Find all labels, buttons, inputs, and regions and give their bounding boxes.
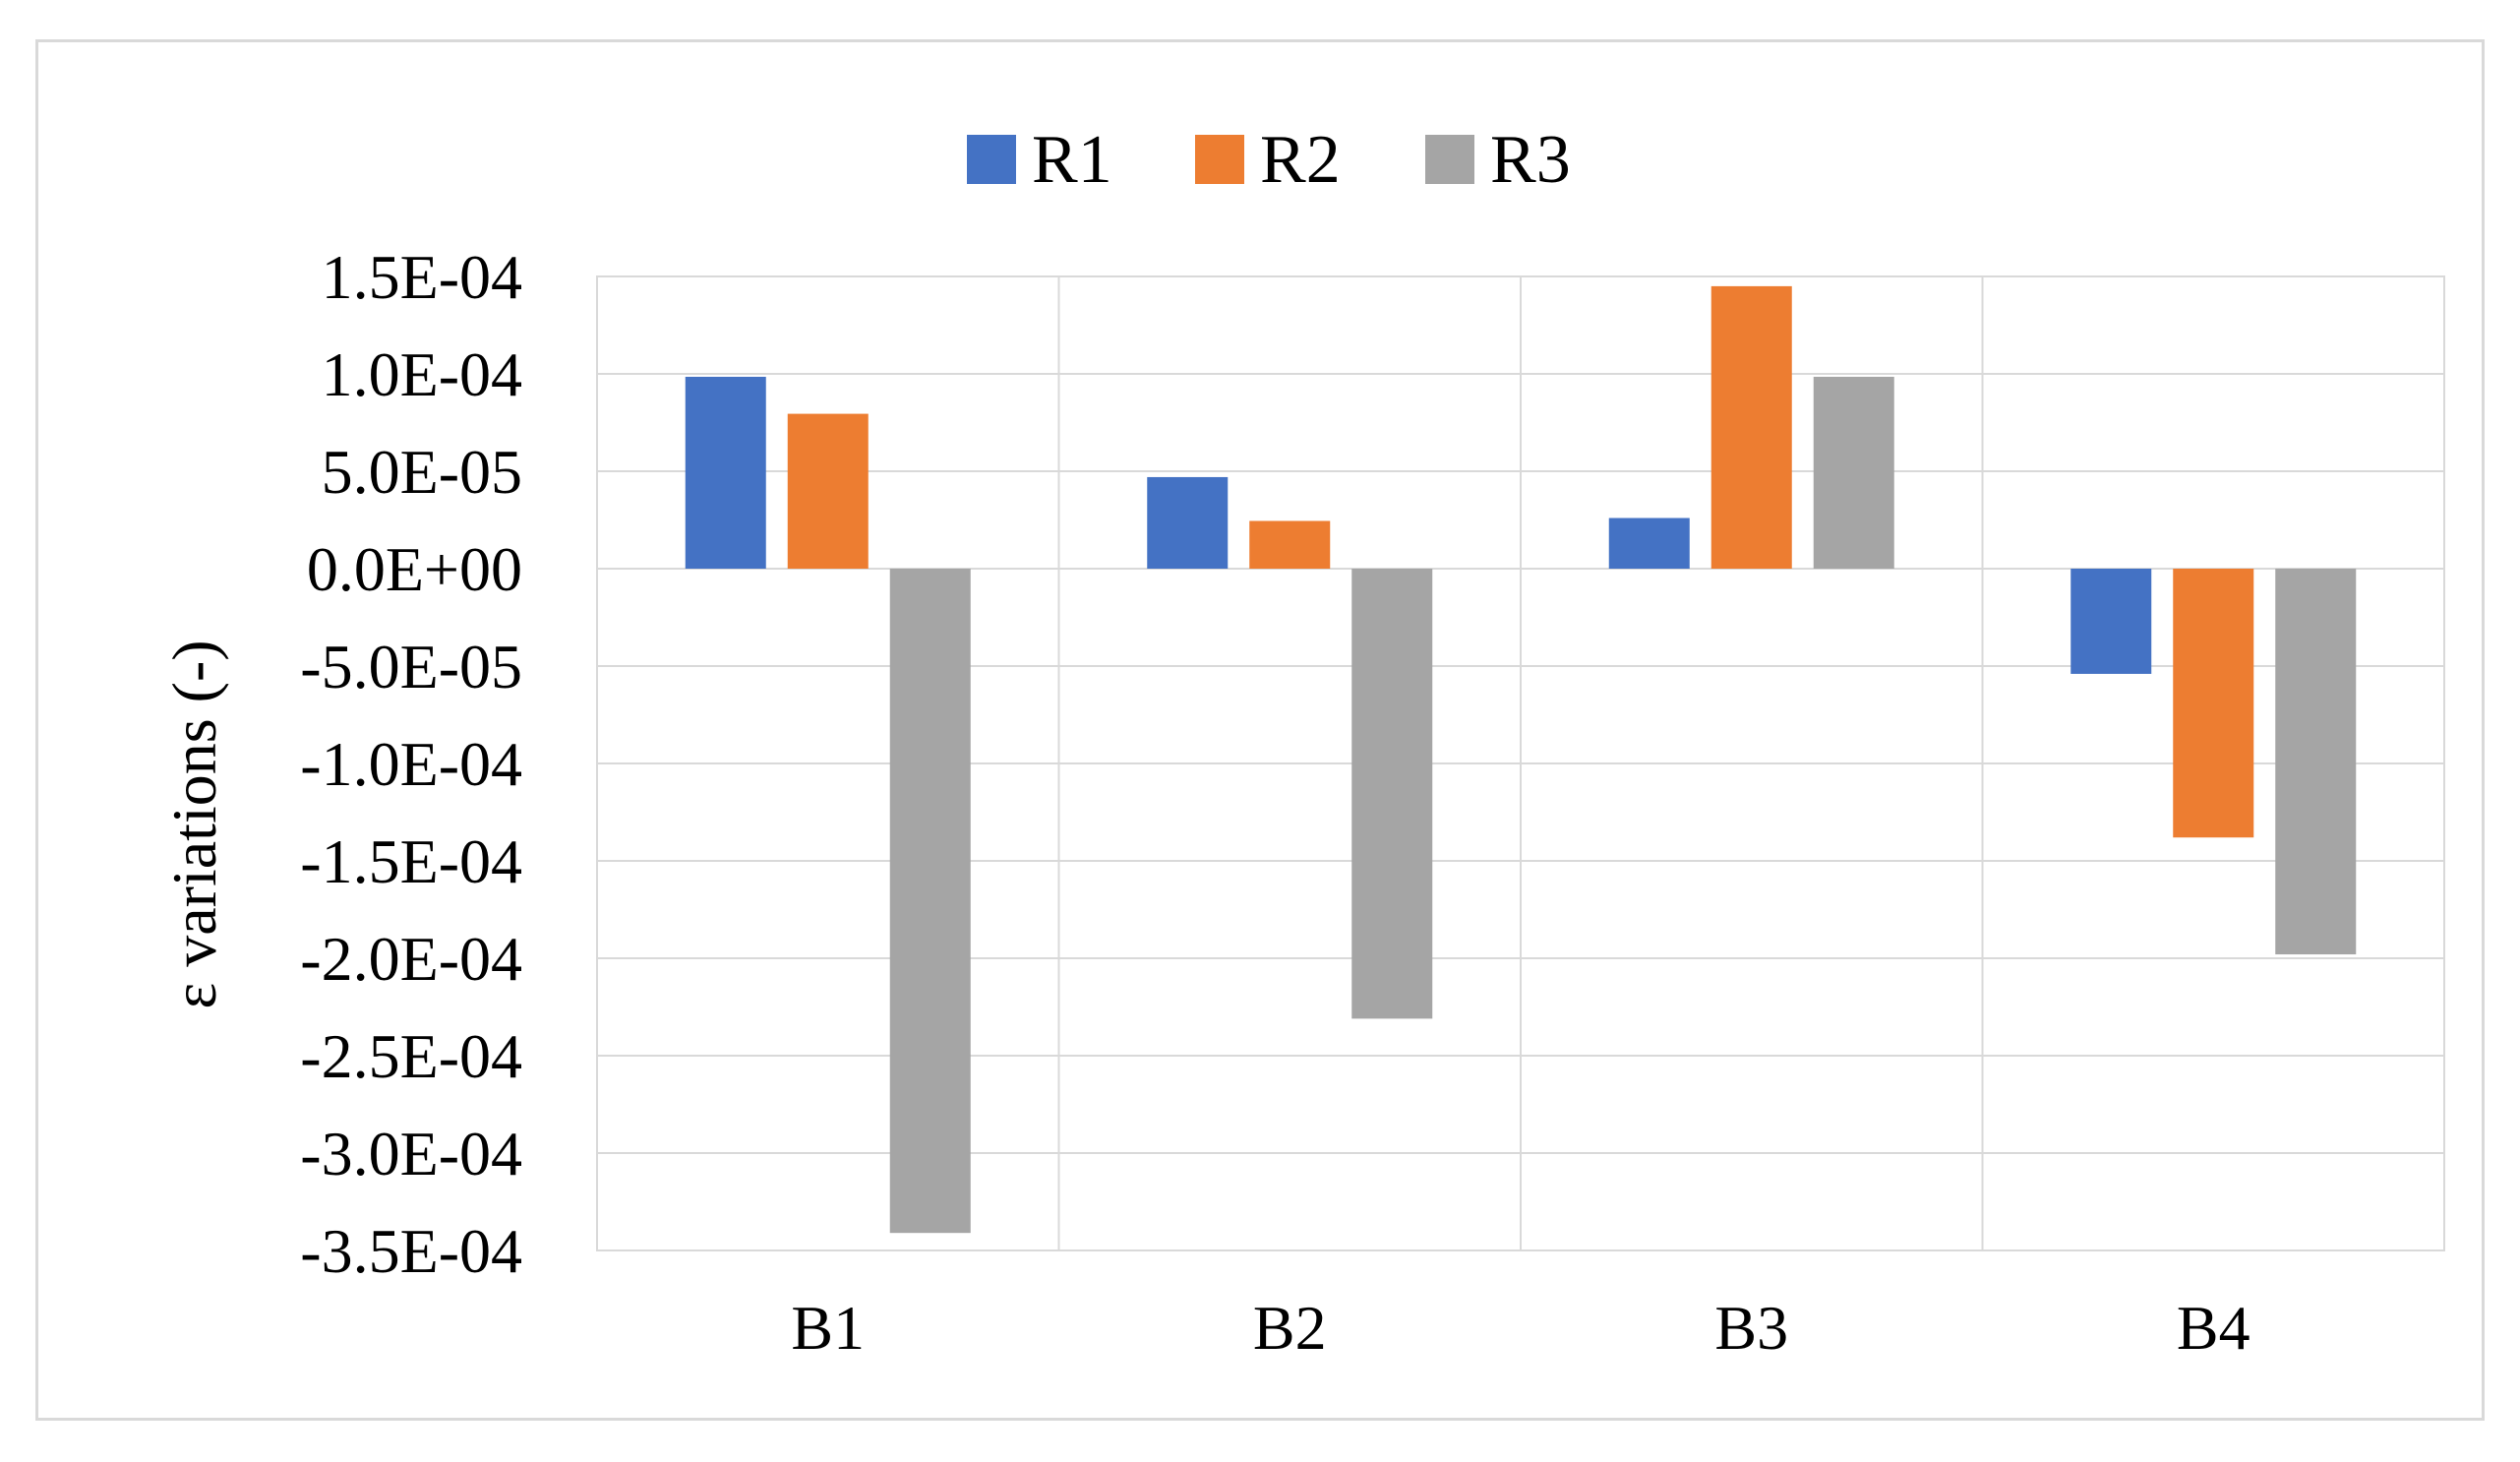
x-category-labels: B1 B2 B3 B4 xyxy=(791,1293,2250,1363)
y-tick-label: 1.0E-04 xyxy=(322,339,522,409)
bars-layer xyxy=(685,285,2357,1234)
y-tick-label: -5.0E-05 xyxy=(300,632,522,701)
y-tick-label: -3.0E-04 xyxy=(300,1119,522,1188)
y-tick-label: -3.5E-04 xyxy=(300,1216,522,1286)
y-tick-label: -2.5E-04 xyxy=(300,1021,522,1091)
bar-b2-r1 xyxy=(1147,476,1229,569)
bar-b1-r2 xyxy=(787,413,869,569)
legend-label-r3: R3 xyxy=(1490,122,1571,198)
chart-frame: 1.5E-04 1.0E-04 5.0E-05 0.0E+00 -5.0E-05 -1.0… xyxy=(35,39,2485,1421)
y-tick-label: -1.5E-04 xyxy=(300,826,522,896)
legend: R1 R2 R3 xyxy=(967,122,1571,198)
x-category-label: B3 xyxy=(1714,1293,1788,1363)
y-axis-title: ε variations (-) xyxy=(159,640,229,1008)
legend-label-r2: R2 xyxy=(1260,122,1341,198)
bar-b4-r1 xyxy=(2070,569,2152,674)
bar-b3-r3 xyxy=(1813,376,1894,569)
legend-swatch-r1 xyxy=(967,135,1016,184)
bar-b2-r2 xyxy=(1249,520,1331,569)
bar-b2-r3 xyxy=(1351,569,1433,1019)
y-tick-label: 1.5E-04 xyxy=(322,242,522,312)
x-category-label: B2 xyxy=(1253,1293,1327,1363)
bar-b3-r1 xyxy=(1608,518,1690,569)
bar-b4-r3 xyxy=(2275,569,2357,955)
legend-swatch-r3 xyxy=(1425,135,1474,184)
y-tick-label: -2.0E-04 xyxy=(300,924,522,994)
grid-layer xyxy=(596,275,2445,1251)
y-tick-labels: 1.5E-04 1.0E-04 5.0E-05 0.0E+00 -5.0E-05 -1.0… xyxy=(300,242,522,1286)
legend-swatch-r2 xyxy=(1195,135,1244,184)
bar-b3-r2 xyxy=(1710,285,1792,569)
y-tick-label: -1.0E-04 xyxy=(300,729,522,799)
bar-b1-r1 xyxy=(685,376,766,569)
y-tick-label: 5.0E-05 xyxy=(322,437,522,507)
x-category-label: B1 xyxy=(791,1293,865,1363)
bar-b4-r2 xyxy=(2173,569,2254,838)
legend-label-r1: R1 xyxy=(1032,122,1112,198)
bar-b1-r3 xyxy=(889,569,971,1234)
x-category-label: B4 xyxy=(2177,1293,2250,1363)
bar-chart: 1.5E-04 1.0E-04 5.0E-05 0.0E+00 -5.0E-05 -1.0… xyxy=(159,122,2445,1363)
y-tick-label: 0.0E+00 xyxy=(307,534,522,604)
